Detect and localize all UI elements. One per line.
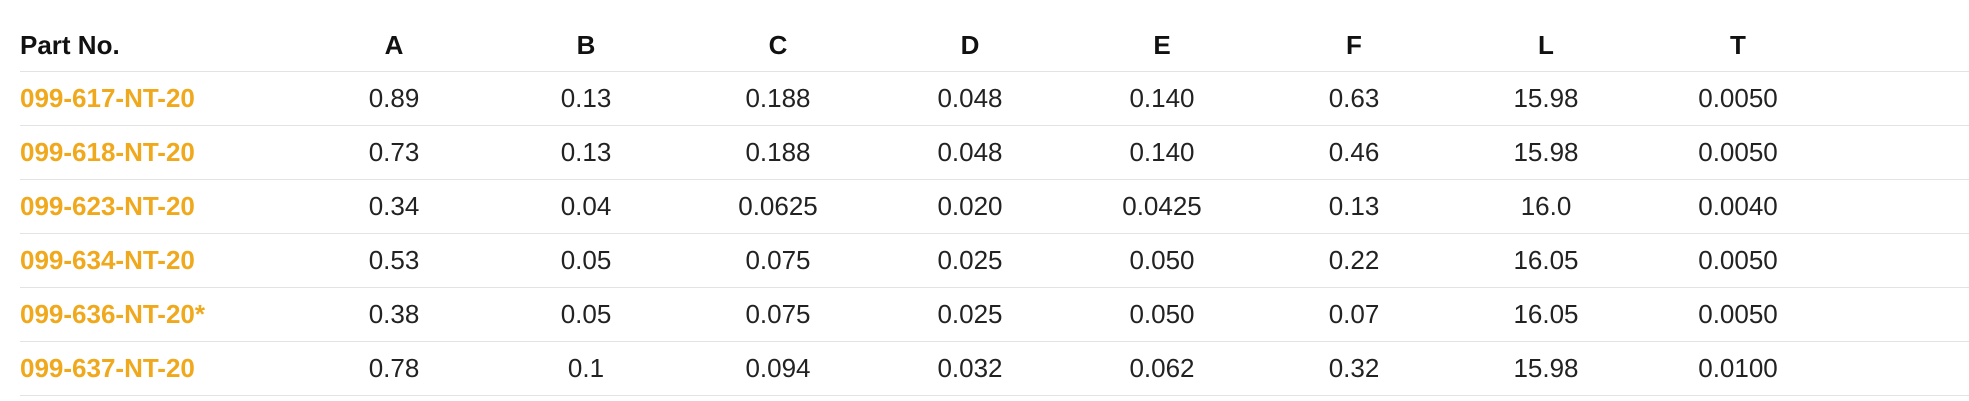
table-row: 099-617-NT-20 0.89 0.13 0.188 0.048 0.14…	[20, 71, 1969, 126]
cell-spacer	[1834, 71, 1969, 126]
cell-d: 0.025	[874, 287, 1066, 342]
cell-f: 0.63	[1258, 71, 1450, 126]
column-header-d: D	[874, 20, 1066, 72]
cell-f: 0.32	[1258, 341, 1450, 396]
cell-l: 16.05	[1450, 233, 1642, 288]
cell-a: 0.34	[298, 179, 490, 234]
cell-c: 0.075	[682, 233, 874, 288]
column-spacer	[1834, 20, 1969, 72]
cell-spacer	[1834, 233, 1969, 288]
column-header-part-no: Part No.	[20, 20, 298, 72]
part-number-cell: 099-636-NT-20*	[20, 287, 298, 342]
part-number-link[interactable]: 099-618-NT-20	[20, 137, 195, 167]
cell-spacer	[1834, 341, 1969, 396]
parts-table-container: Part No. A B C D E F L T 099-617-NT-20 0…	[20, 20, 1969, 396]
cell-spacer	[1834, 179, 1969, 234]
table-header-row: Part No. A B C D E F L T	[20, 20, 1969, 72]
cell-d: 0.025	[874, 233, 1066, 288]
part-number-cell: 099-623-NT-20	[20, 179, 298, 234]
cell-c: 0.188	[682, 125, 874, 180]
table-row: 099-637-NT-20 0.78 0.1 0.094 0.032 0.062…	[20, 341, 1969, 396]
cell-b: 0.04	[490, 179, 682, 234]
column-header-a: A	[298, 20, 490, 72]
cell-b: 0.05	[490, 233, 682, 288]
part-number-link[interactable]: 099-637-NT-20	[20, 353, 195, 383]
part-number-link[interactable]: 099-623-NT-20	[20, 191, 195, 221]
column-header-e: E	[1066, 20, 1258, 72]
cell-b: 0.13	[490, 71, 682, 126]
cell-c: 0.0625	[682, 179, 874, 234]
cell-d: 0.032	[874, 341, 1066, 396]
table-row: 099-623-NT-20 0.34 0.04 0.0625 0.020 0.0…	[20, 179, 1969, 234]
part-number-link[interactable]: 099-634-NT-20	[20, 245, 195, 275]
column-header-l: L	[1450, 20, 1642, 72]
cell-d: 0.048	[874, 125, 1066, 180]
cell-f: 0.07	[1258, 287, 1450, 342]
cell-f: 0.46	[1258, 125, 1450, 180]
cell-l: 15.98	[1450, 341, 1642, 396]
cell-l: 16.05	[1450, 287, 1642, 342]
table-row: 099-636-NT-20* 0.38 0.05 0.075 0.025 0.0…	[20, 287, 1969, 342]
cell-t: 0.0100	[1642, 341, 1834, 396]
cell-b: 0.1	[490, 341, 682, 396]
cell-d: 0.048	[874, 71, 1066, 126]
cell-l: 15.98	[1450, 71, 1642, 126]
cell-e: 0.140	[1066, 71, 1258, 126]
cell-c: 0.094	[682, 341, 874, 396]
column-header-f: F	[1258, 20, 1450, 72]
column-header-b: B	[490, 20, 682, 72]
column-header-t: T	[1642, 20, 1834, 72]
cell-e: 0.0425	[1066, 179, 1258, 234]
cell-t: 0.0050	[1642, 125, 1834, 180]
cell-l: 16.0	[1450, 179, 1642, 234]
cell-b: 0.13	[490, 125, 682, 180]
cell-a: 0.53	[298, 233, 490, 288]
cell-a: 0.78	[298, 341, 490, 396]
cell-c: 0.188	[682, 71, 874, 126]
part-number-link[interactable]: 099-617-NT-20	[20, 83, 195, 113]
cell-t: 0.0040	[1642, 179, 1834, 234]
cell-e: 0.050	[1066, 287, 1258, 342]
cell-t: 0.0050	[1642, 287, 1834, 342]
cell-b: 0.05	[490, 287, 682, 342]
column-header-c: C	[682, 20, 874, 72]
part-number-link[interactable]: 099-636-NT-20*	[20, 299, 205, 329]
cell-a: 0.73	[298, 125, 490, 180]
cell-d: 0.020	[874, 179, 1066, 234]
cell-spacer	[1834, 125, 1969, 180]
cell-spacer	[1834, 287, 1969, 342]
part-number-cell: 099-618-NT-20	[20, 125, 298, 180]
cell-e: 0.140	[1066, 125, 1258, 180]
part-number-cell: 099-637-NT-20	[20, 341, 298, 396]
part-number-cell: 099-634-NT-20	[20, 233, 298, 288]
cell-c: 0.075	[682, 287, 874, 342]
cell-a: 0.89	[298, 71, 490, 126]
table-row: 099-634-NT-20 0.53 0.05 0.075 0.025 0.05…	[20, 233, 1969, 288]
part-number-cell: 099-617-NT-20	[20, 71, 298, 126]
cell-e: 0.050	[1066, 233, 1258, 288]
cell-f: 0.22	[1258, 233, 1450, 288]
cell-f: 0.13	[1258, 179, 1450, 234]
cell-a: 0.38	[298, 287, 490, 342]
cell-t: 0.0050	[1642, 71, 1834, 126]
table-row: 099-618-NT-20 0.73 0.13 0.188 0.048 0.14…	[20, 125, 1969, 180]
cell-l: 15.98	[1450, 125, 1642, 180]
cell-t: 0.0050	[1642, 233, 1834, 288]
parts-dimensions-table: Part No. A B C D E F L T 099-617-NT-20 0…	[20, 20, 1969, 396]
cell-e: 0.062	[1066, 341, 1258, 396]
